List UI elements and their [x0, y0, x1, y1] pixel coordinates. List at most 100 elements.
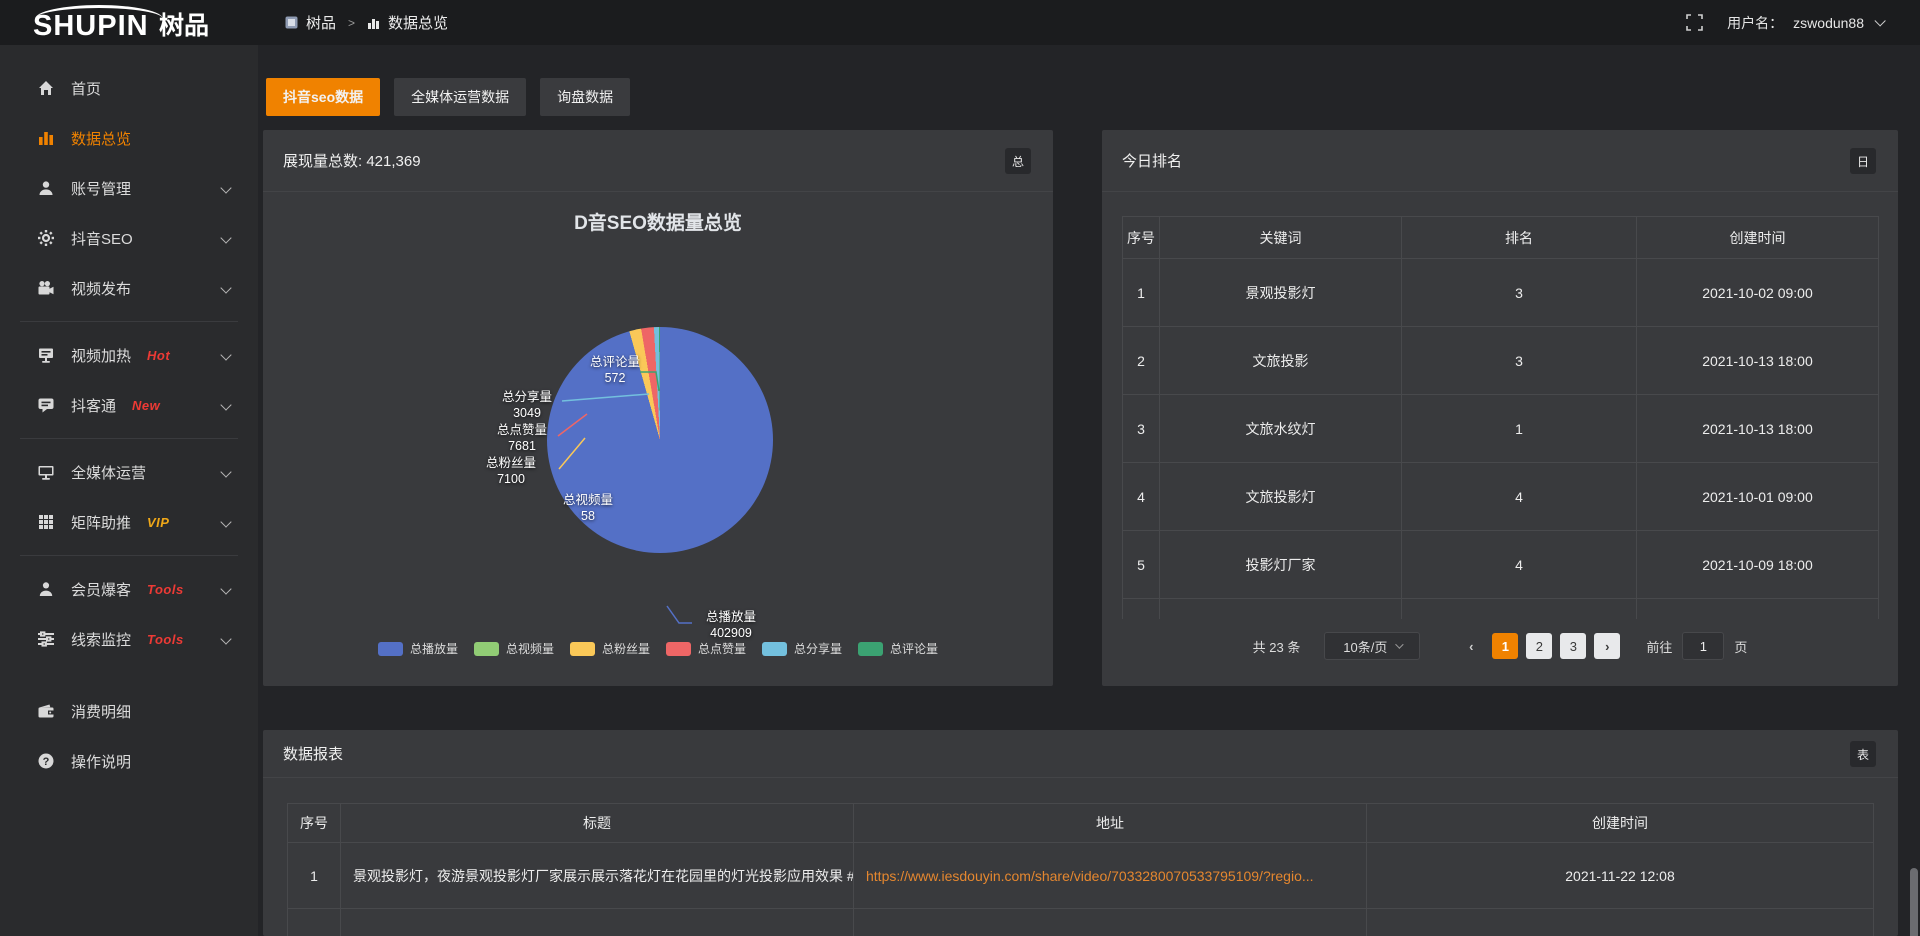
data-tabs: 抖音seo数据 全媒体运营数据 询盘数据: [266, 78, 631, 116]
col-header-keyword: 关键词: [1159, 216, 1402, 259]
page-size-select[interactable]: 10条/页: [1324, 632, 1421, 660]
table-row: 1 景观投影灯 3 2021-10-02 09:00: [1122, 258, 1879, 327]
cell-created: 2021-10-13 18:00: [1636, 394, 1879, 463]
sidebar-item-label: 线索监控: [71, 631, 132, 649]
legend-swatch: [858, 641, 884, 656]
sidebar-divider: [20, 438, 238, 439]
pie-label-value: 7681: [508, 439, 536, 453]
sidebar-item-home[interactable]: 首页: [0, 63, 258, 113]
table-header-row: 序号 关键词 排名 创建时间: [1122, 216, 1879, 259]
tab-inquiry-data[interactable]: 询盘数据: [540, 78, 631, 116]
page-scrollbar[interactable]: [1910, 45, 1918, 936]
vip-badge: VIP: [147, 514, 170, 530]
sidebar-item-label: 会员爆客: [71, 581, 132, 599]
ranking-table: 序号 关键词 排名 创建时间 1 景观投影灯 3 2021-10-02 09:0…: [1122, 216, 1879, 619]
cell-created: 2021-10-13 18:00: [1636, 326, 1879, 395]
fullscreen-icon[interactable]: [1686, 14, 1703, 31]
question-circle-icon: ?: [36, 752, 56, 770]
page-button-3[interactable]: 3: [1560, 633, 1587, 659]
cell-keyword: 文旅水纹灯: [1159, 394, 1402, 463]
chevron-down-icon: [220, 349, 232, 361]
pie-label-name: 总粉丝量: [485, 456, 536, 470]
legend-label: 总播放量: [409, 642, 458, 656]
grid-icon: [36, 513, 56, 531]
sidebar-divider: [20, 321, 238, 322]
cell-index: 1: [1122, 258, 1160, 327]
pie-label-videos: 总视频量 58: [553, 492, 623, 524]
legend-item-plays[interactable]: 总播放量: [377, 640, 458, 657]
pagination-total: 共 23 条: [1252, 639, 1301, 655]
bar-chart-icon: [36, 129, 56, 147]
page-button-2[interactable]: 2: [1526, 633, 1553, 659]
report-panel-header: 数据报表 表: [263, 730, 1898, 778]
chevron-down-icon: [220, 633, 232, 645]
legend-swatch: [666, 641, 691, 656]
sidebar-item-account[interactable]: 账号管理: [0, 163, 258, 213]
cell-index: 3: [1122, 394, 1160, 463]
sidebar-item-label: 首页: [71, 80, 102, 98]
goto-page-input[interactable]: [1682, 632, 1725, 660]
sidebar-item-media-operation[interactable]: 全媒体运营: [0, 447, 258, 497]
goto-label: 前往: [1646, 639, 1673, 655]
legend-item-likes[interactable]: 总点赞量: [666, 640, 746, 657]
bar-chart-icon: [367, 16, 380, 29]
cell-url: https://www.iesdouyin.com/share/video/70…: [853, 842, 1367, 909]
table-row: 1 景观投影灯，夜游景观投影灯厂家展示展示落花灯在花园里的灯光投影应用效果 # …: [287, 842, 1874, 909]
table-row: 4 文旅投影灯 4 2021-10-01 09:00: [1122, 462, 1879, 531]
overview-total-title: 展现量总数: 421,369: [283, 153, 421, 170]
col-header-created: 创建时间: [1636, 216, 1879, 259]
pie-label-value: 572: [604, 371, 626, 385]
pie-label-plays: 总播放量 402909: [689, 609, 773, 641]
cell-title: 景观投影灯，夜游景观投影灯厂家展示展示落花灯在花园里的灯光投影应用效果 #: [340, 842, 854, 909]
username-value[interactable]: zswodun88: [1793, 14, 1864, 31]
pie-label-name: 总视频量: [562, 493, 613, 507]
legend-item-comments[interactable]: 总评论量: [858, 640, 938, 657]
sliders-icon: [36, 630, 56, 648]
tab-douyin-seo-data[interactable]: 抖音seo数据: [266, 78, 381, 116]
overview-panel: 展现量总数: 421,369 总 D音SEO数据量总览 总评论量 572 总分享…: [263, 130, 1053, 686]
sidebar-item-member[interactable]: 会员爆客 Tools: [0, 564, 258, 614]
ranking-panel-header: 今日排名 日: [1102, 130, 1898, 192]
cell-keyword: 投影灯厂家: [1159, 530, 1402, 599]
sidebar-item-label: 全媒体运营: [71, 464, 147, 482]
username-label: 用户名：: [1727, 14, 1784, 31]
user-caret-icon[interactable]: [1874, 14, 1886, 27]
sidebar-item-douketong[interactable]: 抖客通 New: [0, 380, 258, 430]
sidebar-divider: [20, 555, 238, 556]
prev-page-button[interactable]: ‹: [1469, 638, 1474, 654]
scrollbar-thumb[interactable]: [1910, 868, 1918, 936]
sidebar-item-clue-monitor[interactable]: 线索监控 Tools: [0, 614, 258, 664]
total-badge-button[interactable]: 总: [1005, 148, 1031, 174]
legend-item-videos[interactable]: 总视频量: [473, 640, 554, 657]
chevron-down-icon: [220, 232, 232, 244]
sidebar-item-label: 矩阵助推: [71, 514, 132, 532]
sidebar-item-video-heat[interactable]: 视频加热 Hot: [0, 330, 258, 380]
sidebar-item-matrix-boost[interactable]: 矩阵助推 VIP: [0, 497, 258, 547]
goto-unit: 页: [1734, 639, 1748, 655]
day-badge-button[interactable]: 日: [1850, 148, 1876, 174]
sidebar-gap: [0, 664, 258, 686]
page-button-1[interactable]: 1: [1492, 633, 1519, 659]
tab-media-operation-data[interactable]: 全媒体运营数据: [394, 78, 527, 116]
cell-index: 5: [1122, 530, 1160, 599]
user-icon: [36, 179, 56, 197]
monitor-heat-icon: [36, 346, 56, 364]
cell-rank: 3: [1401, 258, 1637, 327]
sidebar-item-douyin-seo[interactable]: 抖音SEO: [0, 213, 258, 263]
sidebar-item-help[interactable]: ? 操作说明: [0, 736, 258, 786]
chevron-down-icon: [220, 399, 232, 411]
tools-badge: Tools: [147, 581, 184, 597]
sidebar: 首页 数据总览 账号管理: [0, 45, 258, 936]
sidebar-item-consumption[interactable]: 消费明细: [0, 686, 258, 736]
video-camera-icon: [36, 279, 56, 297]
next-page-button[interactable]: ›: [1594, 633, 1621, 659]
breadcrumb-root[interactable]: 树品: [306, 15, 337, 32]
legend-item-fans[interactable]: 总粉丝量: [569, 640, 650, 657]
video-link[interactable]: https://www.iesdouyin.com/share/video/70…: [866, 867, 1314, 884]
table-badge-button[interactable]: 表: [1850, 741, 1876, 767]
legend-item-shares[interactable]: 总分享量: [762, 640, 842, 657]
sidebar-item-data-overview[interactable]: 数据总览: [0, 113, 258, 163]
sidebar-item-video-publish[interactable]: 视频发布: [0, 263, 258, 313]
sidebar-menu: 首页 数据总览 账号管理: [0, 45, 258, 786]
